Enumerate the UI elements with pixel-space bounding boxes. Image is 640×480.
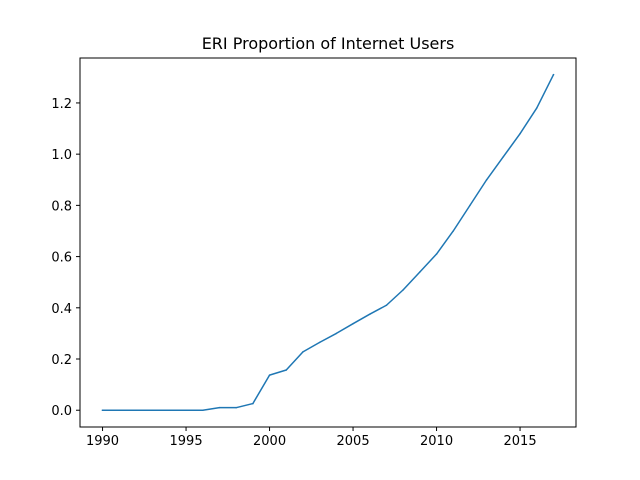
data-point	[402, 289, 404, 291]
x-tick-label: 1995	[170, 434, 203, 449]
y-tick-label: 0.8	[51, 199, 72, 214]
data-point	[168, 409, 171, 411]
data-point	[502, 155, 505, 158]
data-point	[318, 341, 321, 344]
data-point	[335, 332, 338, 335]
data-point	[485, 179, 488, 181]
y-tick-label: 0.6	[51, 251, 72, 266]
data-point	[218, 406, 221, 409]
plot-frame	[79, 57, 577, 428]
data-point	[519, 132, 521, 135]
x-tick-label: 2005	[337, 434, 370, 449]
x-tick-label: 2000	[253, 434, 286, 449]
y-tick-label: 0.4	[51, 302, 72, 317]
x-axis: 1990 1995 2000 2005 2010 2015	[86, 427, 537, 449]
y-tick-label: 1.2	[51, 97, 72, 112]
data-point	[268, 374, 271, 376]
data-point	[185, 409, 187, 411]
y-tick-label: 1.0	[51, 148, 72, 163]
data-point	[101, 409, 104, 411]
series-line	[101, 73, 555, 411]
data-point	[151, 409, 154, 411]
data-point	[369, 313, 371, 315]
data-point	[118, 409, 120, 411]
data-point	[202, 409, 204, 411]
data-point	[235, 406, 237, 409]
data-point	[469, 204, 471, 207]
data-point	[252, 402, 254, 405]
data-point	[352, 322, 354, 325]
data-point	[385, 304, 388, 306]
data-point	[135, 409, 137, 411]
chart-title: ERI Proportion of Internet Users	[202, 34, 455, 53]
y-axis: 0.0 0.2 0.4 0.6 0.8 1.0 1.2	[51, 97, 80, 419]
data-point	[419, 271, 421, 273]
data-point	[302, 351, 304, 353]
y-tick-label: 0.0	[51, 404, 72, 419]
data-point	[552, 74, 555, 76]
data-point	[435, 253, 438, 255]
x-tick-label: 1990	[86, 434, 119, 449]
x-tick-label: 2010	[420, 434, 453, 449]
series-layer	[101, 73, 555, 411]
data-point	[536, 107, 538, 109]
data-point	[452, 230, 454, 232]
data-point	[285, 369, 287, 371]
x-tick-label: 2015	[504, 434, 537, 449]
y-tick-label: 0.2	[51, 353, 72, 368]
